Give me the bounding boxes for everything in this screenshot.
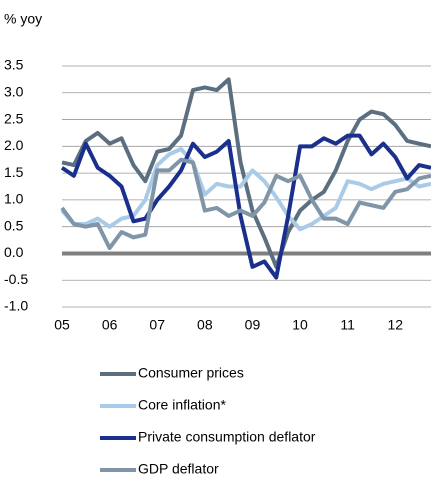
y-tick-label: 2.0 [4,137,24,153]
y-tick-label: 3.0 [4,83,24,99]
y-axis-label: % yoy [4,11,42,27]
x-tick-label: 11 [340,317,355,333]
y-tick-label: 1.0 [4,191,24,207]
x-tick-label: 09 [245,317,261,333]
y-tick-label: -1.0 [4,298,28,314]
legend-label: Consumer prices [138,365,244,381]
x-tick-label: 08 [197,317,213,333]
series-line [60,133,431,280]
legend-label: Private consumption deflator [138,429,316,445]
y-tick-label: 0.5 [4,217,24,233]
x-tick-label: 05 [54,317,70,333]
x-tick-label: 12 [388,317,404,333]
y-tick-label: 0.0 [4,244,24,260]
x-tick-label: 06 [102,317,118,333]
y-tick-label: 3.5 [4,57,24,73]
series-line [60,157,431,251]
legend-label: GDP deflator [138,461,219,477]
legend-label: Core inflation* [138,397,226,413]
y-tick-label: 1.5 [4,164,24,180]
y-tick-label: 2.5 [4,110,24,126]
series-line [60,147,431,232]
series-line [61,77,431,269]
x-tick-label: 07 [149,317,165,333]
y-tick-label: -0.5 [4,271,28,287]
x-tick-label: 10 [292,317,308,333]
